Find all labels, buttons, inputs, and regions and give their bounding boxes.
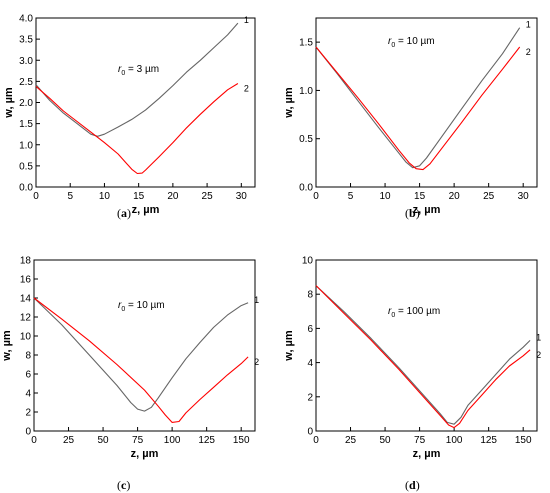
chart-panel-b: 0 5 10 15 20 25 30 0.0 0.5 1.0 1.5 z, µm w, µm r0 = 1… xyxy=(283,17,538,216)
series-label-2: 2 xyxy=(244,83,249,93)
x-tick-label: 0 xyxy=(313,191,319,202)
y-tick-label: 4 xyxy=(307,358,313,369)
series-line-2 xyxy=(315,46,521,171)
series-line-2 xyxy=(35,83,239,175)
series-line-2 xyxy=(33,297,249,423)
chart-panel-a: 0 5 10 15 20 25 30 0.0 0.5 1.0 1.5 2.0 2.5 3.0 3.5 4.0 z… xyxy=(3,14,256,216)
y-tick-label: 2 xyxy=(307,392,313,403)
y-tick-label: 2.5 xyxy=(19,77,33,88)
series-line-1 xyxy=(33,297,249,412)
y-axis-label: w, µm xyxy=(1,330,13,362)
y-tick-label: 12 xyxy=(20,313,32,324)
y-tick-label: 14 xyxy=(20,294,32,305)
y-tick-label: 1.0 xyxy=(19,140,33,151)
x-tick-label: 10 xyxy=(380,191,392,202)
x-tick-label: 100 xyxy=(164,435,181,446)
series-line-1 xyxy=(35,22,239,137)
y-tick-label: 1.0 xyxy=(299,86,313,97)
x-axis-label: z, µm xyxy=(413,204,441,216)
x-tick-label: 25 xyxy=(202,191,214,202)
x-tick-label: 15 xyxy=(133,191,145,202)
series-label-1: 1 xyxy=(536,332,541,342)
plot-frame xyxy=(35,17,256,188)
x-tick-label: 75 xyxy=(132,435,144,446)
x-tick-label: 150 xyxy=(515,435,532,446)
x-tick-label: 5 xyxy=(67,191,73,202)
y-tick-label: 4.0 xyxy=(19,14,33,25)
y-tick-label: 4 xyxy=(25,389,31,400)
y-tick-label: 0.0 xyxy=(299,183,313,194)
y-tick-label: 2.0 xyxy=(19,98,33,109)
x-tick-label: 20 xyxy=(167,191,179,202)
y-tick-label: 0.0 xyxy=(19,183,33,194)
y-axis-label: w, µm xyxy=(283,330,295,362)
plot-frame xyxy=(315,17,538,188)
y-tick-label: 6 xyxy=(307,324,313,335)
x-tick-label: 15 xyxy=(414,191,426,202)
chart-panel-d: 0 25 50 75 100 125 150 0 2 4 6 8 10 z, µm w, µm r0 = 10… xyxy=(283,256,541,461)
x-tick-label: 50 xyxy=(380,435,392,446)
plot-frame xyxy=(315,259,538,432)
caption-d: (d) xyxy=(405,478,420,492)
x-tick-label: 75 xyxy=(414,435,426,446)
series-line-1 xyxy=(315,285,531,425)
y-tick-label: 10 xyxy=(302,256,314,267)
y-tick-label: 18 xyxy=(20,256,32,267)
x-axis-label: z, µm xyxy=(413,448,441,460)
x-tick-label: 10 xyxy=(99,191,111,202)
y-tick-label: 8 xyxy=(307,290,313,301)
y-tick-label: 0 xyxy=(25,427,31,438)
x-tick-label: 25 xyxy=(345,435,357,446)
caption-c: (c) xyxy=(117,478,131,492)
x-tick-label: 125 xyxy=(480,435,497,446)
caption-a: (a) xyxy=(117,206,131,220)
x-tick-label: 0 xyxy=(313,435,319,446)
x-tick-label: 25 xyxy=(63,435,75,446)
y-tick-label: 0 xyxy=(307,427,313,438)
y-tick-label: 0.5 xyxy=(299,134,313,145)
y-tick-label: 6 xyxy=(25,370,31,381)
series-label-2: 2 xyxy=(254,357,259,367)
radius-annotation: r0 = 10 µm xyxy=(388,36,435,49)
plot-frame xyxy=(33,259,256,432)
x-tick-label: 100 xyxy=(446,435,463,446)
x-axis-label: z, µm xyxy=(131,448,159,460)
x-tick-label: 25 xyxy=(483,191,495,202)
series-label-1: 1 xyxy=(254,295,259,305)
x-tick-label: 30 xyxy=(518,191,530,202)
y-tick-label: 0.5 xyxy=(19,161,33,172)
series-label-1: 1 xyxy=(526,20,531,30)
radius-annotation: r0 = 100 µm xyxy=(388,306,440,319)
series-label-2: 2 xyxy=(536,350,541,360)
y-tick-label: 10 xyxy=(20,332,32,343)
x-tick-label: 50 xyxy=(98,435,110,446)
x-tick-label: 5 xyxy=(348,191,354,202)
y-tick-label: 1.5 xyxy=(19,119,33,130)
series-line-2 xyxy=(315,285,531,429)
y-axis-label: w, µm xyxy=(283,87,295,119)
x-tick-label: 150 xyxy=(233,435,250,446)
y-tick-label: 1.5 xyxy=(299,38,313,49)
radius-annotation: r0 = 10 µm xyxy=(118,300,165,313)
series-label-2: 2 xyxy=(526,47,531,57)
y-tick-label: 16 xyxy=(20,275,32,286)
y-tick-label: 3.5 xyxy=(19,35,33,46)
y-tick-label: 3.0 xyxy=(19,56,33,67)
y-axis-label: w, µm xyxy=(3,87,15,119)
radius-annotation: r0 = 3 µm xyxy=(118,64,159,77)
x-axis-label: z, µm xyxy=(132,204,160,216)
caption-b: (b) xyxy=(405,206,420,220)
x-tick-label: 125 xyxy=(198,435,215,446)
x-tick-label: 0 xyxy=(33,191,39,202)
series-line-1 xyxy=(315,27,521,169)
y-tick-label: 2 xyxy=(25,408,31,419)
x-tick-label: 20 xyxy=(449,191,461,202)
series-label-1: 1 xyxy=(244,15,249,25)
x-tick-label: 0 xyxy=(31,435,37,446)
y-tick-label: 8 xyxy=(25,351,31,362)
x-tick-label: 30 xyxy=(236,191,248,202)
